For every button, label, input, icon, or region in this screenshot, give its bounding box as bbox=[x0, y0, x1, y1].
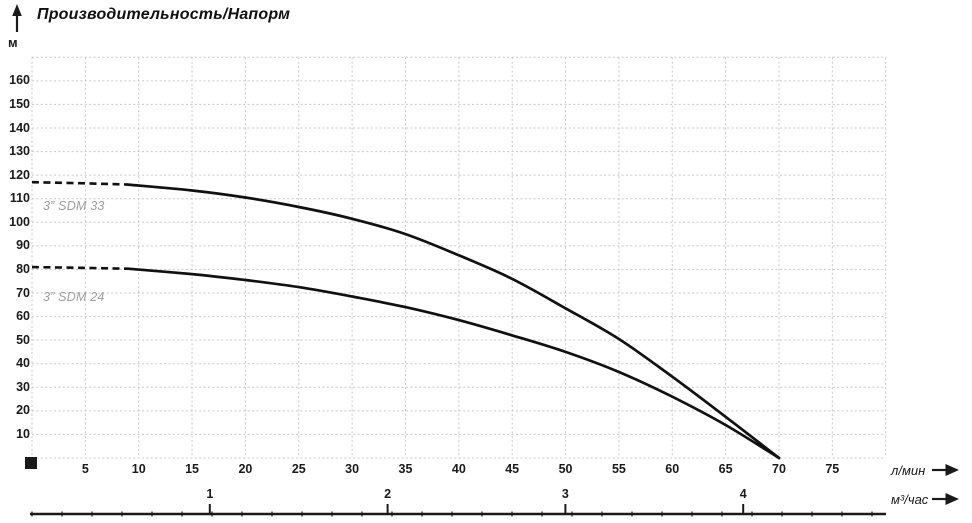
m3h-tick-label: 2 bbox=[384, 487, 392, 501]
y-axis-arrow-icon bbox=[12, 4, 22, 32]
x-axis-m3h-unit-label: м³/час bbox=[891, 492, 929, 507]
curve-sdm33-dashed-segment bbox=[31, 180, 129, 186]
m3h-tick-label: 3 bbox=[561, 487, 569, 501]
y-tick-label: 70 bbox=[16, 285, 30, 300]
y-tick-label: 110 bbox=[9, 191, 30, 206]
lmin-axis-arrow-icon bbox=[932, 464, 959, 476]
y-tick-label: 150 bbox=[9, 96, 30, 111]
m3h-axis bbox=[30, 504, 886, 517]
x-tick-label: 70 bbox=[772, 462, 786, 476]
x-tick-label: 40 bbox=[451, 462, 466, 476]
y-tick-label: 30 bbox=[16, 379, 30, 394]
grid-layer bbox=[31, 56, 887, 459]
x-tick-label: 15 bbox=[185, 462, 200, 476]
chart-title: Производительность/Напорм bbox=[37, 6, 291, 23]
curve-sdm33 bbox=[126, 183, 781, 460]
y-tick-label: 60 bbox=[16, 309, 30, 324]
x-tick-label: 55 bbox=[611, 462, 626, 476]
curve-sdm24 bbox=[126, 267, 781, 460]
y-axis-unit-label: м bbox=[8, 35, 18, 50]
curve-label-sdm33: 3” SDM 33 bbox=[43, 199, 105, 213]
curve-label-sdm24: 3” SDM 24 bbox=[43, 290, 105, 304]
x-tick-label: 75 bbox=[825, 462, 840, 476]
y-tick-label: 10 bbox=[16, 426, 30, 441]
m3h-axis-arrow-icon bbox=[932, 493, 959, 505]
y-tick-label: 120 bbox=[9, 167, 30, 182]
x-tick-label: 45 bbox=[505, 462, 520, 476]
x-tick-label: 25 bbox=[291, 462, 306, 476]
x-tick-label: 65 bbox=[718, 462, 733, 476]
y-tick-label: 80 bbox=[16, 261, 30, 276]
x-tick-label: 30 bbox=[345, 462, 360, 476]
x-tick-label: 50 bbox=[558, 462, 573, 476]
m3h-tick-label: 4 bbox=[739, 487, 747, 501]
x-tick-label: 20 bbox=[238, 462, 253, 476]
x-tick-label: 35 bbox=[398, 462, 413, 476]
curve-sdm24-dashed-segment bbox=[31, 265, 129, 270]
x-tick-label: 60 bbox=[665, 462, 680, 476]
y-tick-label: 50 bbox=[16, 332, 30, 347]
y-tick-label: 90 bbox=[16, 238, 30, 253]
y-tick-label: 20 bbox=[16, 403, 30, 418]
m3h-tick-label: 1 bbox=[206, 487, 214, 501]
y-tick-label: 140 bbox=[9, 120, 30, 135]
y-tick-label: 160 bbox=[9, 73, 30, 88]
x-tick-label: 5 bbox=[81, 462, 89, 476]
y-tick-label: 40 bbox=[16, 356, 30, 371]
y-tick-label: 100 bbox=[9, 214, 30, 229]
x-tick-label: 10 bbox=[131, 462, 146, 476]
origin-square-marker bbox=[25, 457, 37, 469]
y-tick-label: 130 bbox=[9, 144, 30, 159]
x-axis-lmin-unit-label: л/мин bbox=[891, 463, 926, 478]
